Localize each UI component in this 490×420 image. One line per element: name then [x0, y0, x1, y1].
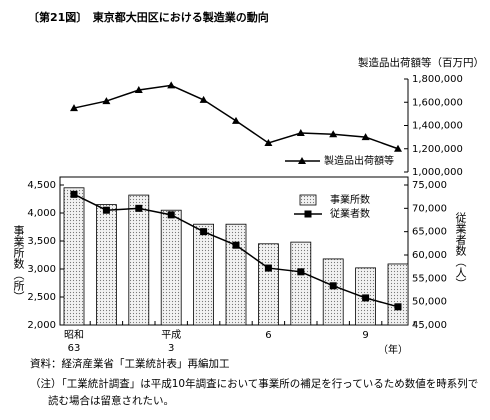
- x-tick-label: 平成 3: [161, 330, 182, 354]
- marker: [167, 81, 176, 89]
- y2-tick-label: 50,000: [412, 297, 447, 308]
- y2-tick-label: 75,000: [412, 180, 447, 191]
- y-tick-label: 3,500: [27, 236, 56, 247]
- bar: [257, 243, 279, 326]
- y-tick-label: 3,000: [27, 264, 56, 275]
- marker: [394, 144, 402, 152]
- marker: [329, 282, 337, 290]
- marker: [361, 133, 370, 141]
- y-tick-label: 4,500: [27, 180, 56, 191]
- marker: [264, 138, 273, 146]
- source: 資料：経済産業省「工業統計表」再編加工: [30, 358, 230, 370]
- bar: [63, 187, 85, 326]
- marker: [199, 95, 208, 103]
- y-tick-label: 2,000: [27, 320, 56, 331]
- y-tick-label: 2,500: [27, 292, 56, 303]
- y2-axis-label: 従業者数（人）: [454, 212, 467, 289]
- y-axis-label: 製造品出荷額等（百万円）: [358, 56, 484, 69]
- marker: [102, 206, 110, 214]
- bar: [322, 258, 344, 326]
- bar: [96, 204, 117, 326]
- marker: [362, 294, 370, 302]
- note: 読む場合は留意されたい。: [48, 395, 174, 407]
- marker: [70, 190, 78, 198]
- marker: [296, 129, 305, 137]
- legend-label: 製造品出荷額等: [324, 154, 394, 167]
- y-tick-label: 1,800,000: [412, 74, 463, 85]
- y2-tick-label: 65,000: [412, 227, 447, 238]
- y2-tick-label: 45,000: [412, 320, 447, 331]
- y-tick-label: 1,200,000: [412, 144, 463, 155]
- marker: [297, 268, 305, 276]
- y-tick-label: 4,000: [27, 208, 56, 219]
- marker: [329, 130, 338, 138]
- marker: [167, 211, 175, 219]
- marker: [264, 264, 272, 272]
- bar: [193, 223, 215, 326]
- y-tick-label: 1,600,000: [412, 97, 463, 108]
- y2-tick-label: 55,000: [412, 273, 447, 284]
- note: （注）「工業統計調査」は平成10年調査において事業所の補足を行っているため数値を…: [30, 378, 479, 390]
- x-tick-label: 昭和 63: [64, 330, 84, 354]
- y-tick-label: 1,400,000: [412, 121, 463, 132]
- bar: [290, 241, 312, 326]
- legend-swatch: [299, 194, 317, 206]
- x-tick-label: 9: [362, 330, 369, 341]
- y2-tick-label: 60,000: [412, 250, 447, 261]
- marker: [232, 241, 240, 249]
- bar: [128, 194, 150, 326]
- bar: [387, 263, 409, 326]
- y-tick-label: 1,000,000: [412, 167, 463, 178]
- marker: [200, 228, 208, 236]
- bar: [160, 209, 182, 326]
- legend-label: 従業者数: [330, 207, 370, 220]
- chart-title: 〔第21図〕 東京都大田区における製造業の動向: [28, 10, 269, 24]
- legend-marker: [298, 157, 306, 164]
- legend-label: 事業所数: [330, 193, 370, 206]
- legend-marker: [304, 210, 312, 218]
- marker: [70, 104, 78, 112]
- marker: [394, 303, 402, 311]
- marker: [134, 86, 143, 94]
- marker: [102, 97, 111, 105]
- x-axis-label: （年）: [378, 343, 408, 356]
- marker: [135, 204, 143, 212]
- y-axis-label: 事業所数（所）: [12, 225, 25, 302]
- bar: [225, 223, 247, 326]
- x-tick-label: 6: [265, 330, 272, 341]
- y2-tick-label: 70,000: [412, 203, 447, 214]
- marker: [232, 116, 240, 124]
